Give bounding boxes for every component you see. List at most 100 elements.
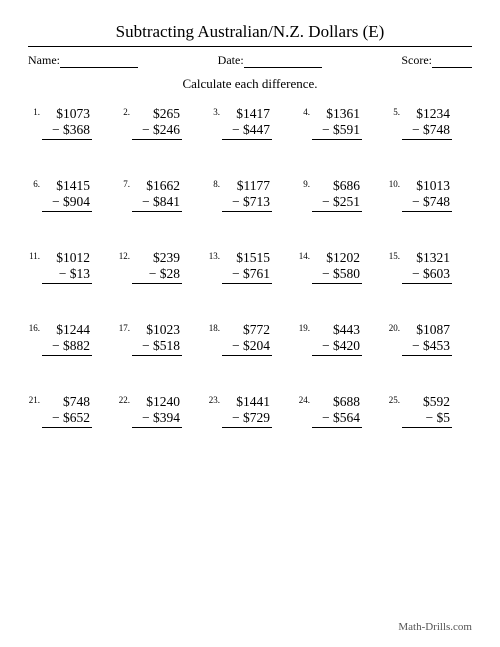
instruction-text: Calculate each difference. (28, 76, 472, 92)
minuend: $443 (312, 322, 362, 338)
problem-body: $1012− $13 (42, 250, 92, 284)
minuend: $1013 (402, 178, 452, 194)
problem: 9.$686− $251 (298, 178, 382, 212)
problem-number: 19. (298, 322, 312, 333)
minuend: $1321 (402, 250, 452, 266)
subtrahend: − $246 (132, 122, 182, 140)
minuend: $1202 (312, 250, 362, 266)
score-field: Score: (401, 53, 472, 68)
problem: 21.$748− $652 (28, 394, 112, 428)
problem-number: 5. (388, 106, 402, 117)
problem-number: 23. (208, 394, 222, 405)
minuend: $1662 (132, 178, 182, 194)
date-label: Date: (218, 53, 244, 68)
minuend: $1234 (402, 106, 452, 122)
problem: 1.$1073− $368 (28, 106, 112, 140)
worksheet-page: Subtracting Australian/N.Z. Dollars (E) … (0, 0, 500, 647)
minuend: $1073 (42, 106, 92, 122)
subtrahend: − $652 (42, 410, 92, 428)
problem: 6.$1415− $904 (28, 178, 112, 212)
name-field: Name: (28, 53, 138, 68)
problem: 10.$1013− $748 (388, 178, 472, 212)
date-input-line[interactable] (244, 56, 322, 68)
subtrahend: − $580 (312, 266, 362, 284)
subtrahend: − $729 (222, 410, 272, 428)
problem-number: 24. (298, 394, 312, 405)
problem: 11.$1012− $13 (28, 250, 112, 284)
minuend: $1441 (222, 394, 272, 410)
subtrahend: − $28 (132, 266, 182, 284)
subtrahend: − $603 (402, 266, 452, 284)
subtrahend: − $761 (222, 266, 272, 284)
minuend: $748 (42, 394, 92, 410)
problem: 8.$1177− $713 (208, 178, 292, 212)
subtrahend: − $447 (222, 122, 272, 140)
problem-number: 4. (298, 106, 312, 117)
problem-body: $443− $420 (312, 322, 362, 356)
problem-number: 11. (28, 250, 42, 261)
problem-number: 25. (388, 394, 402, 405)
minuend: $239 (132, 250, 182, 266)
problem-body: $1087− $453 (402, 322, 452, 356)
problem-body: $1177− $713 (222, 178, 272, 212)
subtrahend: − $453 (402, 338, 452, 356)
problem: 7.$1662− $841 (118, 178, 202, 212)
minuend: $1240 (132, 394, 182, 410)
minuend: $1417 (222, 106, 272, 122)
problem-body: $592− $5 (402, 394, 452, 428)
problem: 14.$1202− $580 (298, 250, 382, 284)
problem: 20.$1087− $453 (388, 322, 472, 356)
problem-number: 22. (118, 394, 132, 405)
footer-text: Math-Drills.com (398, 621, 472, 633)
problem-body: $1013− $748 (402, 178, 452, 212)
problem: 25.$592− $5 (388, 394, 472, 428)
problem-number: 12. (118, 250, 132, 261)
subtrahend: − $748 (402, 194, 452, 212)
subtrahend: − $394 (132, 410, 182, 428)
subtrahend: − $713 (222, 194, 272, 212)
problem-body: $1240− $394 (132, 394, 182, 428)
problem-number: 10. (388, 178, 402, 189)
score-input-line[interactable] (432, 56, 472, 68)
subtrahend: − $5 (402, 410, 452, 428)
subtrahend: − $748 (402, 122, 452, 140)
subtrahend: − $564 (312, 410, 362, 428)
problem-body: $1073− $368 (42, 106, 92, 140)
name-input-line[interactable] (60, 56, 138, 68)
minuend: $1244 (42, 322, 92, 338)
page-title: Subtracting Australian/N.Z. Dollars (E) (28, 22, 472, 42)
problem-number: 7. (118, 178, 132, 189)
minuend: $1515 (222, 250, 272, 266)
minuend: $686 (312, 178, 362, 194)
minuend: $1023 (132, 322, 182, 338)
subtrahend: − $420 (312, 338, 362, 356)
minuend: $592 (402, 394, 452, 410)
problem-number: 6. (28, 178, 42, 189)
problem-number: 17. (118, 322, 132, 333)
problem: 5.$1234− $748 (388, 106, 472, 140)
subtrahend: − $591 (312, 122, 362, 140)
subtrahend: − $518 (132, 338, 182, 356)
problem-body: $1321− $603 (402, 250, 452, 284)
subtrahend: − $251 (312, 194, 362, 212)
problem: 16.$1244− $882 (28, 322, 112, 356)
minuend: $1361 (312, 106, 362, 122)
problem: 23.$1441− $729 (208, 394, 292, 428)
problem-body: $688− $564 (312, 394, 362, 428)
subtrahend: − $882 (42, 338, 92, 356)
problem-body: $1441− $729 (222, 394, 272, 428)
problem: 22.$1240− $394 (118, 394, 202, 428)
minuend: $1177 (222, 178, 272, 194)
problem-body: $686− $251 (312, 178, 362, 212)
problem-body: $1023− $518 (132, 322, 182, 356)
problem-body: $1361− $591 (312, 106, 362, 140)
minuend: $1012 (42, 250, 92, 266)
problem: 2.$265− $246 (118, 106, 202, 140)
problem-number: 8. (208, 178, 222, 189)
problem-number: 20. (388, 322, 402, 333)
subtrahend: − $13 (42, 266, 92, 284)
problem-body: $1415− $904 (42, 178, 92, 212)
problem-number: 18. (208, 322, 222, 333)
meta-row: Name: Date: Score: (28, 53, 472, 68)
problem-number: 2. (118, 106, 132, 117)
